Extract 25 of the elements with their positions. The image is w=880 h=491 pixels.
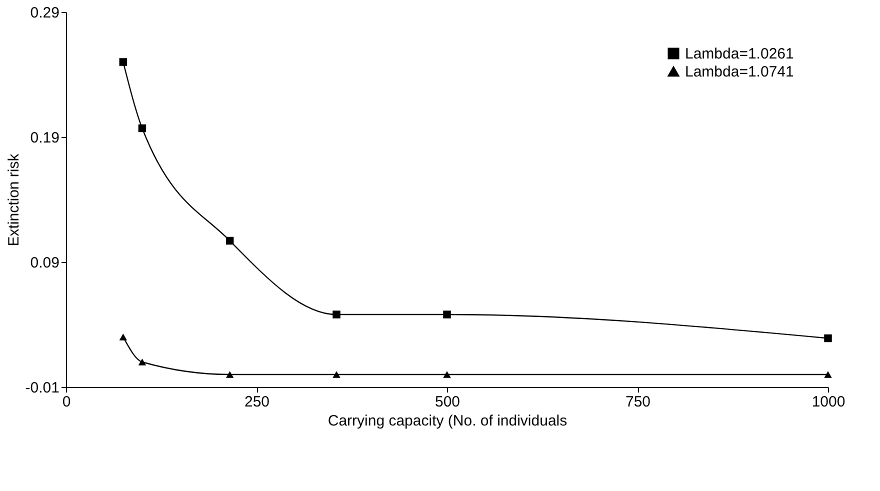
legend-label: Lambda=1.0741 <box>685 64 794 80</box>
x-tick-label: 750 <box>625 394 651 410</box>
y-axis-title: Extinction risk <box>5 153 22 246</box>
y-tick-label: 0.29 <box>30 4 60 22</box>
x-tick-label: 250 <box>244 394 270 410</box>
point <box>138 358 146 366</box>
point <box>226 371 234 378</box>
y-tick-label: -0.01 <box>25 380 60 396</box>
point <box>824 371 832 378</box>
x-tick-label: 0 <box>62 394 71 410</box>
x-axis-title: Carrying capacity (No. of individuals <box>328 412 568 430</box>
x-tick-label: 1000 <box>812 394 846 410</box>
point <box>119 58 128 66</box>
point <box>119 334 128 340</box>
point <box>824 334 832 342</box>
y-tick-label: 0.19 <box>30 130 60 146</box>
legend-label: Lambda=1.0261 <box>685 46 794 62</box>
y-tick-label: 0.09 <box>30 254 60 272</box>
x-tick-label: 500 <box>434 394 460 410</box>
point <box>443 371 451 378</box>
point <box>443 310 451 318</box>
point <box>332 371 340 378</box>
point <box>138 124 146 132</box>
point <box>332 310 340 318</box>
point <box>226 236 234 245</box>
